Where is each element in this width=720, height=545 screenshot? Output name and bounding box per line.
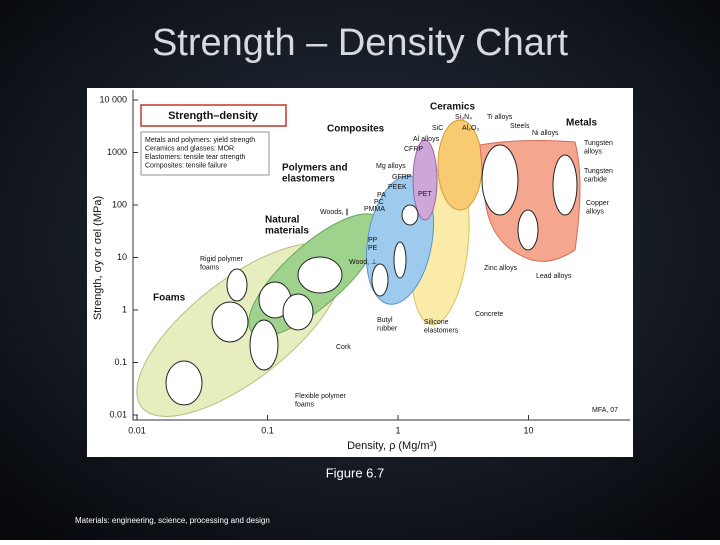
legend-frame xyxy=(140,131,270,176)
material-label: foams xyxy=(295,401,315,408)
legend-line: Elastomers: tensile tear strength xyxy=(145,154,245,161)
x-tick-label: 0.01 xyxy=(128,425,146,435)
legend-line: Ceramics and glasses: MOR xyxy=(145,145,234,152)
family-label: materials xyxy=(265,226,309,237)
material-label: PET xyxy=(418,191,432,198)
y-tick-label: 100 xyxy=(112,199,127,209)
material-label: PP xyxy=(368,237,378,244)
bubble xyxy=(401,204,419,226)
bubble xyxy=(393,241,407,279)
family-label: Metals xyxy=(566,118,598,129)
bubble xyxy=(282,293,314,331)
material-label: Tungsten xyxy=(584,168,613,175)
material-label: Rigid polymer xyxy=(200,256,243,263)
material-label: GFRP xyxy=(392,174,412,181)
family-label: Ceramics xyxy=(430,102,475,113)
material-label: PMMA xyxy=(364,206,385,213)
y-tick-label: 1 xyxy=(122,304,127,314)
family-label: elastomers xyxy=(282,174,335,185)
y-axis-label: Strength, σy or σel (MPa) xyxy=(92,196,104,320)
material-label: Silicone xyxy=(424,319,449,326)
material-label: Lead alloys xyxy=(536,273,572,280)
material-label: Steels xyxy=(510,123,530,130)
material-label: Concrete xyxy=(475,311,504,318)
footer: Materials: engineering, science, process… xyxy=(75,516,270,525)
family-label: Polymers and xyxy=(282,163,348,174)
material-label: Al₂O₃ xyxy=(462,125,479,132)
family-label: Foams xyxy=(153,293,186,304)
family-label: Composites xyxy=(327,124,385,135)
bubble xyxy=(211,301,249,343)
material-label: Butyl xyxy=(377,317,393,324)
material-label: alloys xyxy=(584,148,602,155)
material-label: Woods, ∥ xyxy=(320,208,349,216)
material-label: Al alloys xyxy=(413,136,440,143)
caption: Figure 6.7 xyxy=(326,465,385,480)
material-label: Cork xyxy=(336,344,351,351)
material-label: MFA, 07 xyxy=(592,407,618,414)
legend-line: Metals and polymers: yield strength xyxy=(145,137,255,144)
slide-title: Strength – Density Chart xyxy=(152,22,569,64)
bubble xyxy=(517,209,539,251)
legend-line: Composites: tensile failure xyxy=(145,162,227,169)
composites-envelope xyxy=(412,139,438,221)
material-label: Copper xyxy=(586,200,610,207)
x-tick-label: 1 xyxy=(395,425,400,435)
material-label: SiC xyxy=(432,125,443,132)
material-label: carbide xyxy=(584,176,607,183)
material-label: PC xyxy=(374,199,384,206)
bubble xyxy=(226,268,248,302)
bubble xyxy=(165,360,203,406)
axes xyxy=(132,90,630,421)
material-label: Si₃N₄ xyxy=(455,114,472,121)
material-label: PA xyxy=(377,192,386,199)
material-label: PEEK xyxy=(388,184,407,191)
material-label: PE xyxy=(368,245,378,252)
material-label: Flexible polymer xyxy=(295,393,347,400)
ceramics-envelope xyxy=(437,119,483,211)
material-label: Ni alloys xyxy=(532,130,559,137)
material-label: rubber xyxy=(377,325,398,332)
material-label: Mg alloys xyxy=(376,163,406,170)
material-label: Ti alloys xyxy=(487,114,513,121)
bubble xyxy=(481,144,519,216)
x-tick-label: 10 xyxy=(523,425,533,435)
material-label: Wood, ⊥ xyxy=(349,259,377,266)
bubbles xyxy=(165,144,578,406)
y-tick-label: 10 xyxy=(117,252,127,262)
box-title: Strength–density xyxy=(168,110,259,122)
x-tick-label: 0.1 xyxy=(261,425,274,435)
x-axis-label: Density, ρ (Mg/m³) xyxy=(347,440,437,452)
material-label: foams xyxy=(200,264,220,271)
material-label: alloys xyxy=(586,208,604,215)
y-tick-label: 1000 xyxy=(107,147,127,157)
material-label: CFRP xyxy=(404,146,423,153)
bubble xyxy=(297,256,343,294)
y-tick-label: 0.1 xyxy=(114,357,127,367)
bubble xyxy=(371,263,389,297)
material-label: Zinc alloys xyxy=(484,265,518,272)
bubble xyxy=(552,154,578,216)
y-tick-label: 10 000 xyxy=(99,94,127,104)
box-frame xyxy=(140,104,287,127)
material-label: Tungsten xyxy=(584,140,613,147)
family-label: Natural xyxy=(265,215,300,226)
y-tick-label: 0.01 xyxy=(109,409,127,419)
bubble xyxy=(249,319,279,371)
material-label: elastomers xyxy=(424,327,459,334)
